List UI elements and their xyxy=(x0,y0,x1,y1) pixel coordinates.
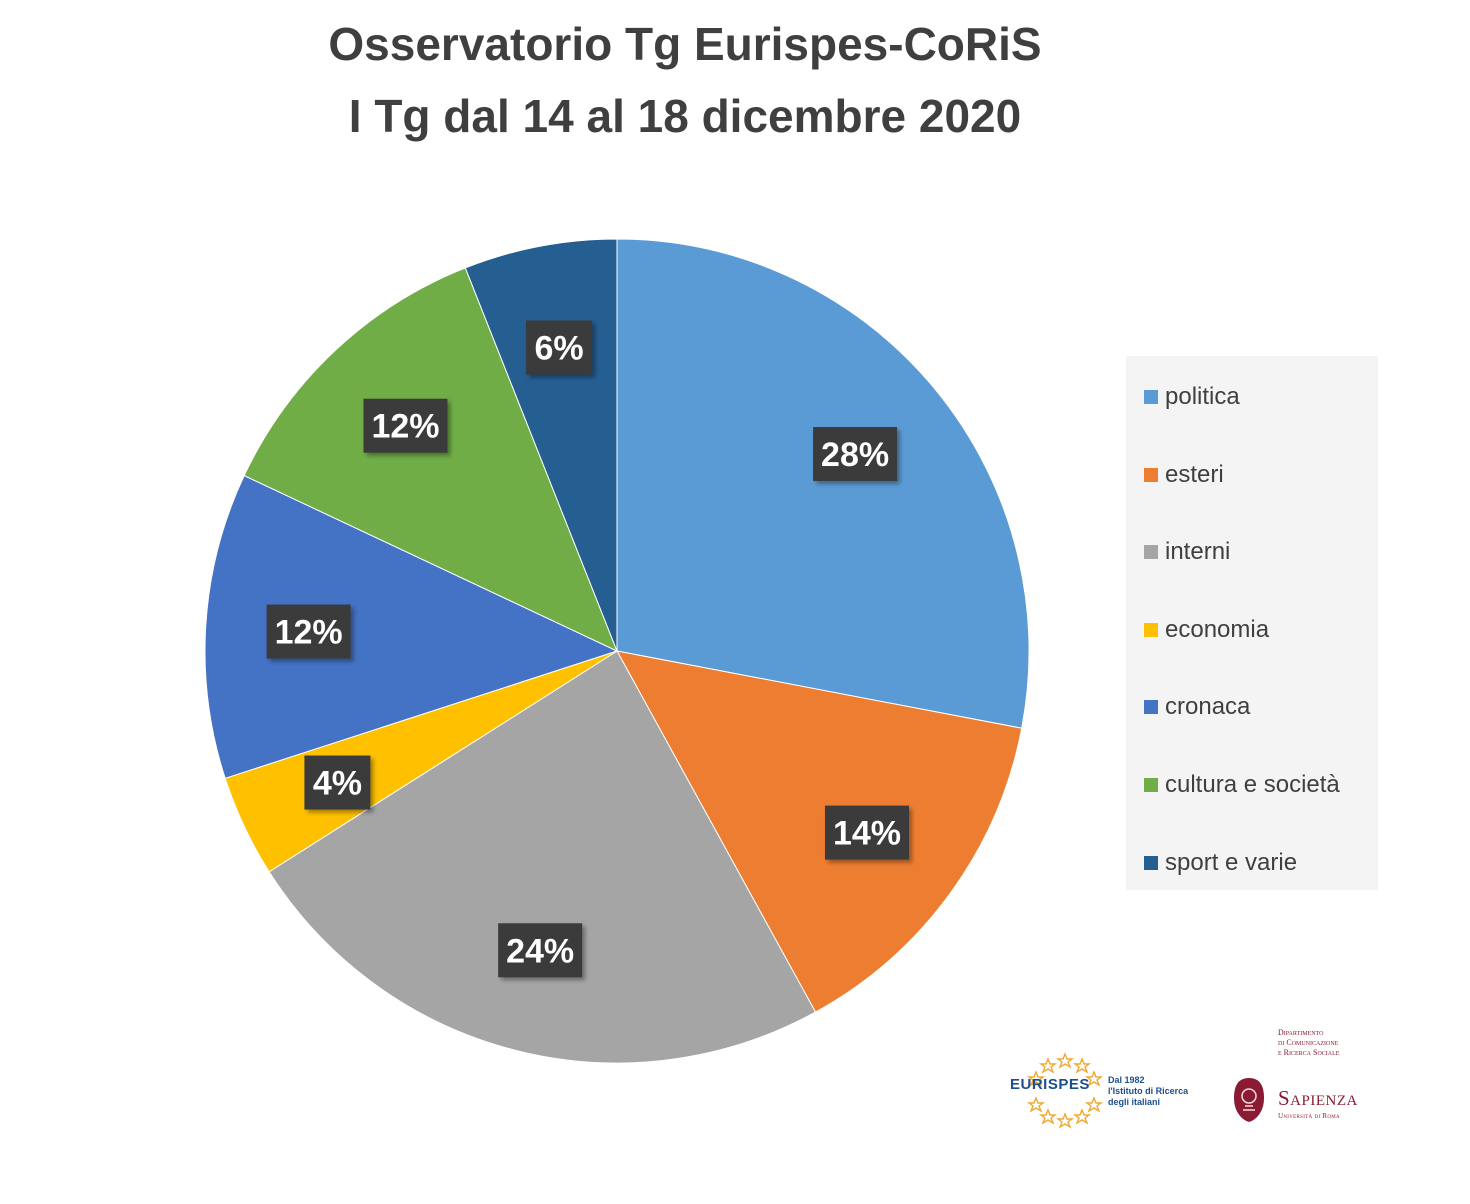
sapienza-dept-3: e Ricerca Sociale xyxy=(1278,1048,1340,1057)
legend-label: cronaca xyxy=(1165,693,1251,721)
legend-item-esteri: esteri xyxy=(1144,460,1224,490)
svg-text:4%: 4% xyxy=(313,765,362,803)
legend-label: sport e varie xyxy=(1165,848,1298,876)
eurispes-logo-text: EURISPES xyxy=(1010,1076,1090,1093)
svg-text:28%: 28% xyxy=(821,436,889,474)
eurispes-tagline: Dal 1982 l'Istituto di Ricerca degli ita… xyxy=(1108,1075,1198,1108)
logos: EURISPES Dal 1982 l'Istituto di Ricerca … xyxy=(1010,1020,1390,1140)
sapienza-department: Dipartimento di Comunicazione e Ricerca … xyxy=(1278,1028,1388,1058)
pie-slice-cronaca xyxy=(204,474,619,779)
eurispes-tagline-3: degli italiani xyxy=(1108,1097,1161,1107)
legend-item-interni: interni xyxy=(1144,537,1230,567)
legend-swatch xyxy=(1144,622,1158,637)
sapienza-seal-icon xyxy=(1234,1078,1264,1122)
chart-legend: politica esteri interni economia cronaca cult… xyxy=(1126,356,1378,890)
sapienza-dept-2: di Comunicazione xyxy=(1278,1038,1339,1047)
chart-title: Osservatorio Tg Eurispes-CoRiS xyxy=(328,18,1042,70)
legend-swatch xyxy=(1144,545,1158,560)
svg-text:6%: 6% xyxy=(535,329,584,367)
legend-item-economia: economia xyxy=(1144,615,1269,645)
legend-swatch xyxy=(1144,778,1158,792)
legend-swatch xyxy=(1144,855,1158,870)
legend-swatch xyxy=(1144,467,1158,482)
svg-text:24%: 24% xyxy=(506,932,574,970)
pie-slice-politica xyxy=(616,238,1030,729)
chart-subtitle: I Tg dal 14 al 18 dicembre 2020 xyxy=(348,90,1022,142)
eurispes-tagline-2: l'Istituto di Ricerca xyxy=(1108,1086,1189,1096)
legend-label: economia xyxy=(1165,615,1270,643)
data-label-esteri: 14% xyxy=(824,805,909,860)
pie-slice-esteri xyxy=(616,650,1023,1013)
svg-text:14%: 14% xyxy=(833,815,901,853)
legend-label: cultura e società xyxy=(1165,771,1340,798)
svg-text:12%: 12% xyxy=(275,614,343,652)
pie-slice-interni xyxy=(268,650,817,1064)
legend-item-cultura-e-società: cultura e società xyxy=(1144,770,1340,800)
chart-title-block: Osservatorio Tg Eurispes-CoRiS I Tg dal … xyxy=(0,8,1370,152)
data-label-politica: 28% xyxy=(813,427,898,482)
pie-slice-cultura-e-società xyxy=(243,267,618,652)
data-label-economia: 4% xyxy=(304,755,371,810)
legend-swatch xyxy=(1144,390,1158,404)
legend-label: politica xyxy=(1165,383,1240,410)
eurispes-tagline-1: Dal 1982 xyxy=(1108,1075,1145,1085)
eurispes-stars-icon xyxy=(1026,1052,1104,1129)
svg-text:12%: 12% xyxy=(371,408,439,446)
sapienza-subtitle: Università di Roma xyxy=(1278,1112,1340,1120)
legend-swatch xyxy=(1144,700,1158,715)
data-label-interni: 24% xyxy=(498,923,583,978)
sapienza-name: Sapienza xyxy=(1278,1086,1358,1110)
legend-item-cronaca: cronaca xyxy=(1144,692,1250,722)
legend-label: interni xyxy=(1165,538,1231,566)
legend-item-politica: politica xyxy=(1144,382,1240,412)
data-label-cultura-e-società: 12% xyxy=(363,398,448,453)
legend-label: esteri xyxy=(1165,460,1224,488)
sapienza-dept-1: Dipartimento xyxy=(1278,1028,1324,1037)
data-label-sport-e-varie: 6% xyxy=(526,320,593,375)
legend-item-sport-e-varie: sport e varie xyxy=(1144,848,1297,878)
data-label-cronaca: 12% xyxy=(266,604,351,659)
